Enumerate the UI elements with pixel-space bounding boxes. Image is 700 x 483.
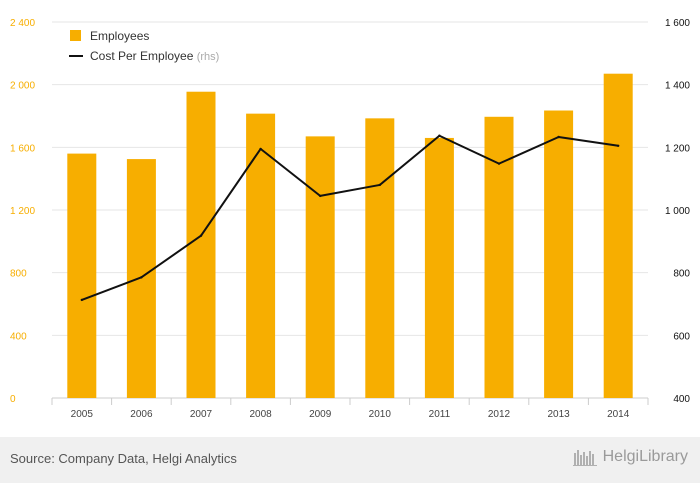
left-axis-tick-label: 1 200 [10, 206, 35, 217]
right-axis-tick-label: 1 000 [665, 206, 690, 217]
logo-text: HelgiLibrary [602, 448, 688, 465]
x-tick-label: 2005 [71, 409, 94, 420]
left-axis-tick-label: 400 [10, 331, 27, 342]
x-tick-label: 2006 [130, 409, 153, 420]
right-axis-tick-label: 400 [673, 394, 690, 405]
helgi-library-logo[interactable]: HelgiLibrary [572, 448, 688, 466]
legend-swatch-employees [70, 30, 81, 41]
chart: 0 400 800 1 200 1 600 2 000 2 400 400 600 800 1 00… [10, 18, 690, 420]
left-axis-tick-label: 2 400 [10, 18, 35, 29]
right-axis-tick-label: 800 [673, 269, 690, 280]
library-icon [572, 450, 597, 466]
x-tick-label: 2014 [607, 409, 630, 420]
legend-label-employees: Employees [90, 29, 149, 43]
line-point [140, 276, 143, 279]
bar-employees [424, 137, 454, 398]
left-axis-tick-label: 800 [10, 269, 27, 280]
line-point [378, 183, 381, 187]
x-tick-label: 2013 [547, 409, 570, 420]
right-axis-tick-label: 1 200 [665, 143, 690, 154]
x-tick-label: 2009 [309, 409, 332, 420]
line-point [199, 234, 203, 237]
bar-employees [365, 118, 395, 398]
legend-rhs-suffix: (rhs) [197, 51, 220, 63]
right-axis-tick-label: 1 600 [665, 18, 690, 29]
bar-employees [305, 136, 335, 398]
bar-employees [603, 73, 633, 398]
line-point [319, 194, 322, 198]
left-axis-tick-label: 0 [10, 394, 16, 405]
x-tick-label: 2012 [488, 409, 511, 420]
line-point [438, 134, 441, 137]
legend-label-cost-per-employee: Cost Per Employee (rhs) [90, 49, 219, 63]
bar-employees [67, 153, 97, 398]
x-tick-label: 2011 [429, 409, 451, 420]
bar-employees [186, 91, 216, 398]
right-axis-tick-label: 600 [673, 331, 690, 342]
right-axis-tick-label: 1 400 [665, 81, 690, 92]
bar-employees [246, 113, 276, 399]
line-point [259, 147, 262, 151]
line-point [80, 298, 84, 302]
line-point [617, 144, 620, 147]
line-point [557, 135, 560, 139]
x-tick-label: 2008 [249, 409, 272, 420]
line-cost-per-employee [81, 134, 619, 301]
line-point [497, 162, 501, 165]
bar-employees [544, 110, 574, 399]
x-tick-label: 2007 [190, 409, 213, 420]
source-note: Source: Company Data, Helgi Analytics [10, 451, 237, 466]
left-axis-tick-label: 1 600 [10, 143, 35, 154]
left-axis-tick-label: 2 000 [10, 81, 35, 92]
x-tick-label: 2010 [369, 409, 392, 420]
